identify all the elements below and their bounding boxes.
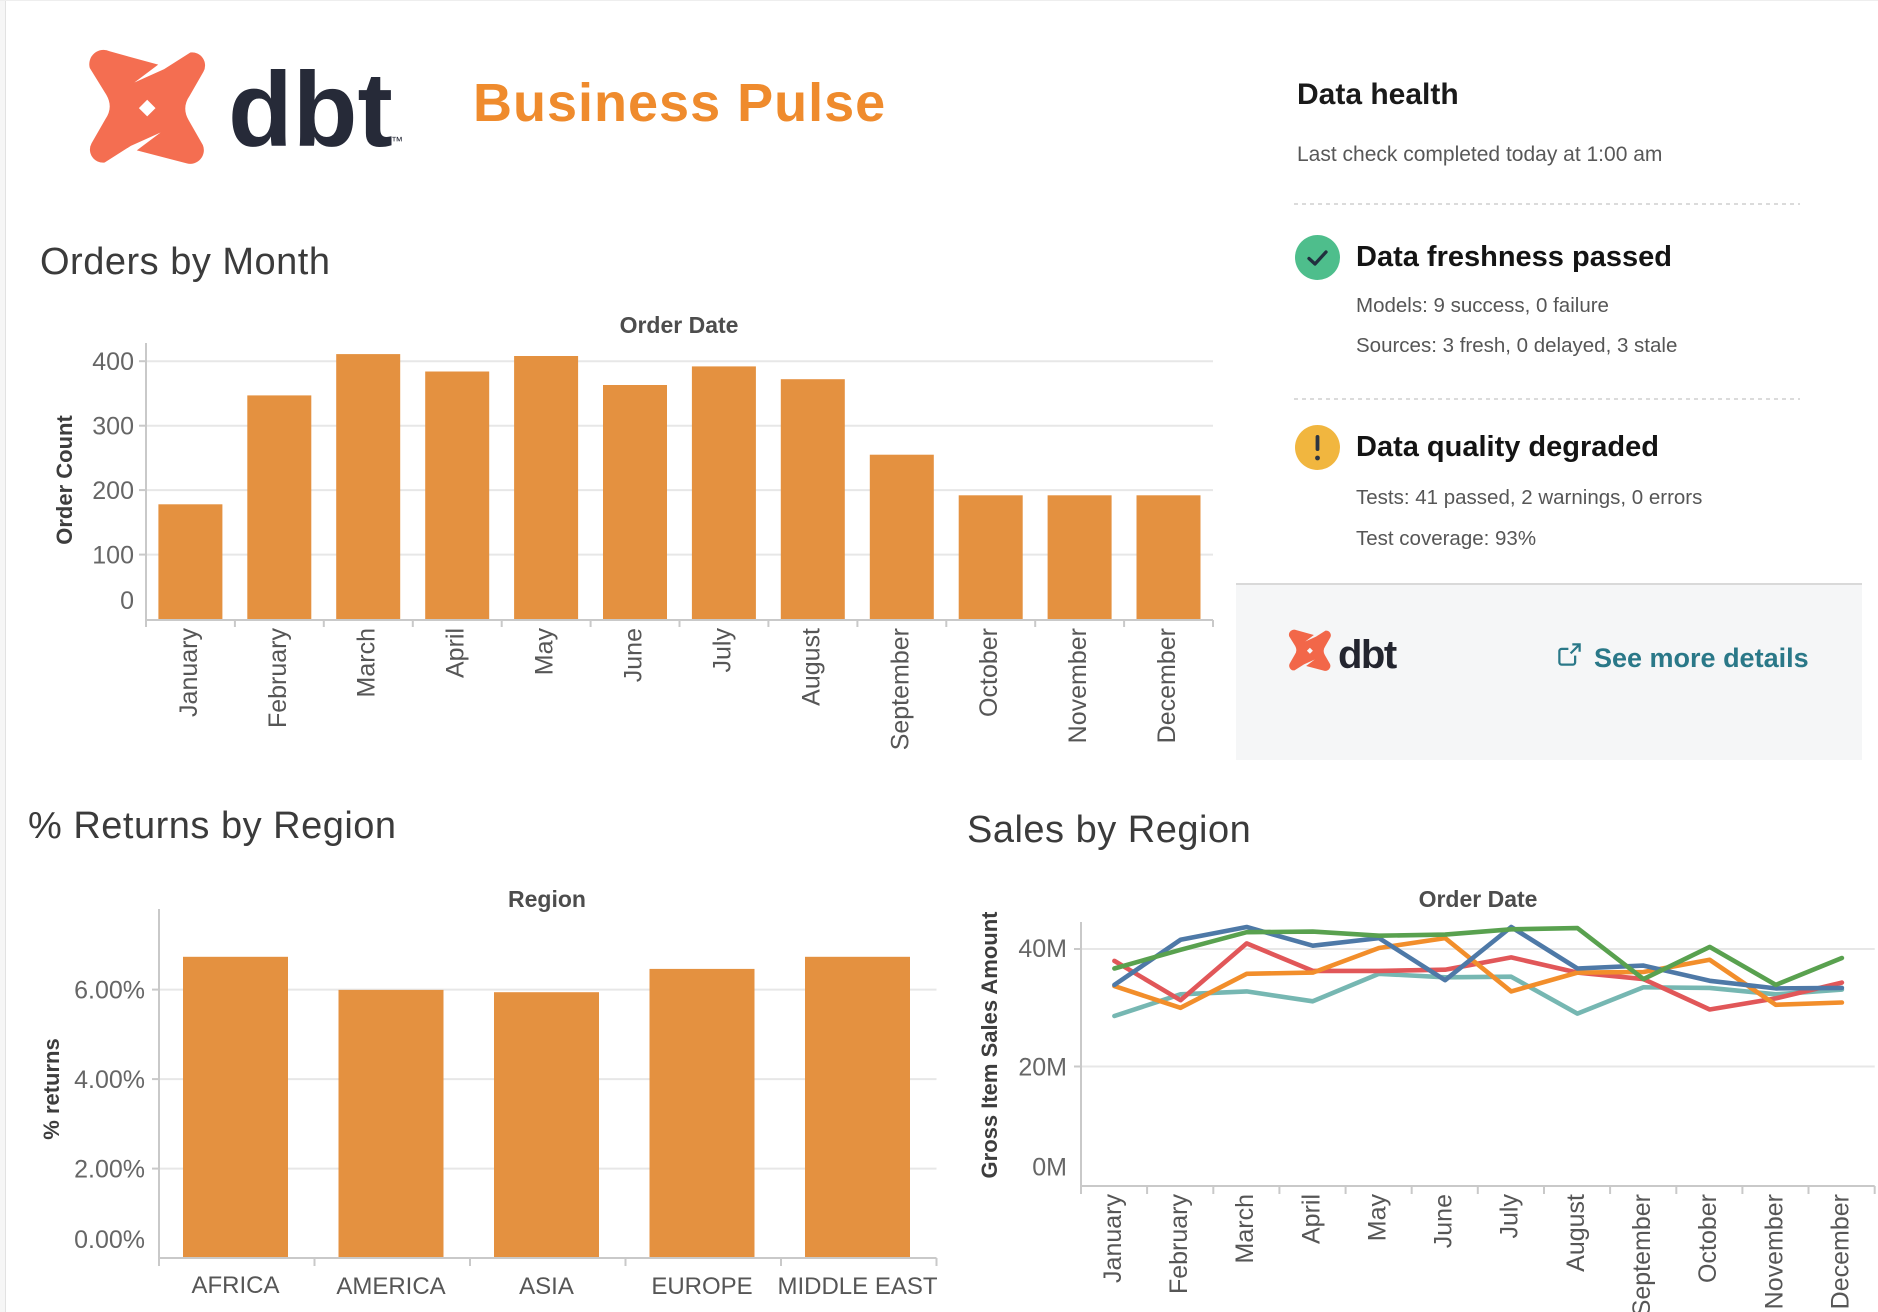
svg-text:June: June xyxy=(620,628,648,682)
svg-text:200: 200 xyxy=(92,477,134,505)
svg-text:Order Count: Order Count xyxy=(52,415,77,545)
svg-text:April: April xyxy=(1297,1194,1325,1244)
svg-text:March: March xyxy=(353,628,381,697)
svg-text:300: 300 xyxy=(92,413,134,441)
svg-text:MIDDLE EAST: MIDDLE EAST xyxy=(777,1273,937,1300)
svg-text:100: 100 xyxy=(92,542,134,570)
svg-text:2.00%: 2.00% xyxy=(74,1156,145,1184)
svg-text:AMERICA: AMERICA xyxy=(336,1273,445,1300)
svg-text:400: 400 xyxy=(92,348,134,376)
svg-text:September: September xyxy=(1628,1194,1656,1312)
svg-text:May: May xyxy=(1364,1194,1392,1242)
svg-text:40M: 40M xyxy=(1018,935,1067,963)
svg-text:0.00%: 0.00% xyxy=(74,1226,145,1254)
svg-text:AFRICA: AFRICA xyxy=(191,1272,279,1299)
svg-text:August: August xyxy=(797,628,825,706)
svg-text:Order Date: Order Date xyxy=(620,312,739,338)
svg-text:August: August xyxy=(1562,1194,1590,1272)
svg-text:0M: 0M xyxy=(1032,1154,1067,1182)
svg-text:July: July xyxy=(708,628,736,673)
svg-text:March: March xyxy=(1231,1194,1259,1263)
svg-text:September: September xyxy=(886,628,914,750)
svg-text:December: December xyxy=(1826,1194,1854,1309)
svg-text:ASIA: ASIA xyxy=(519,1273,574,1300)
svg-text:December: December xyxy=(1153,628,1181,743)
svg-text:January: January xyxy=(175,628,203,717)
svg-text:Gross Item Sales Amount: Gross Item Sales Amount xyxy=(977,911,1002,1179)
svg-text:6.00%: 6.00% xyxy=(74,977,145,1005)
svg-text:% Returns by Region: % Returns by Region xyxy=(28,805,397,847)
svg-text:Region: Region xyxy=(508,886,586,912)
svg-text:July: July xyxy=(1496,1194,1524,1239)
svg-text:June: June xyxy=(1430,1194,1458,1248)
svg-text:0: 0 xyxy=(120,587,134,615)
svg-text:April: April xyxy=(442,628,470,678)
svg-text:Sales by Region: Sales by Region xyxy=(967,809,1251,851)
svg-text:May: May xyxy=(531,628,559,676)
svg-text:February: February xyxy=(264,628,292,729)
svg-text:EUROPE: EUROPE xyxy=(651,1273,752,1300)
svg-text:October: October xyxy=(1694,1194,1722,1283)
svg-text:Orders by Month: Orders by Month xyxy=(40,241,331,283)
svg-text:Order Date: Order Date xyxy=(1419,886,1538,912)
svg-text:20M: 20M xyxy=(1018,1054,1067,1082)
svg-text:November: November xyxy=(1760,1194,1788,1309)
svg-text:February: February xyxy=(1165,1194,1193,1295)
svg-text:November: November xyxy=(1064,628,1092,743)
svg-text:4.00%: 4.00% xyxy=(74,1066,145,1094)
svg-text:October: October xyxy=(975,628,1003,717)
svg-text:% returns: % returns xyxy=(39,1038,64,1139)
svg-text:January: January xyxy=(1099,1194,1127,1283)
